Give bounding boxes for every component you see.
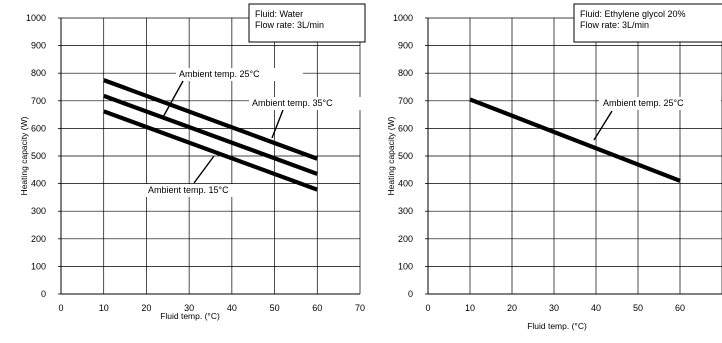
chart-2: 0 100 200 300 400 500 600 700 800 900 1000 0 10 20 30 4… [386,3,722,331]
y-tick-label: 0 [41,289,46,299]
x-tick-label: 50 [633,303,643,313]
x-tick-labels: 0 10 20 30 40 50 60 [425,303,685,313]
y-tick-label: 100 [31,261,46,271]
y-tick-labels: 0 100 200 300 400 500 600 700 800 900 1000 [393,13,428,299]
y-axis-label: Heating capacity (W) [19,116,29,195]
x-tick-label: 60 [312,303,322,313]
y-tick-labels: 0 100 200 300 400 500 600 700 800 900 1000 [26,13,61,299]
x-tick-label: 60 [675,303,685,313]
y-tick-label: 200 [398,234,413,244]
y-tick-label: 700 [31,96,46,106]
callout-background [145,184,270,197]
series-label: Ambient temp. 25°C [179,69,260,79]
callout-background [249,97,372,110]
y-tick-label: 100 [398,261,413,271]
y-tick-label: 500 [31,151,46,161]
chart-1: 0 100 200 300 400 500 600 700 800 900 1000 0 10 20 30 4… [19,3,372,321]
x-tick-label: 0 [58,303,63,313]
y-tick-label: 900 [31,41,46,51]
x-tick-label: 30 [184,303,194,313]
info-box-line: Fluid: Ethylene glycol 20% [580,9,686,19]
info-box-line: Flow rate: 3L/min [580,20,649,30]
series-callouts: Ambient temp. 25°C [593,97,721,141]
series-lines [102,78,319,192]
series-line [102,93,319,176]
x-tick-label: 70 [355,303,365,313]
y-tick-label: 800 [31,68,46,78]
y-tick-label: 300 [398,206,413,216]
callout-background [599,97,721,110]
series-lines [469,97,681,183]
callout-leader [593,110,613,141]
series-label: Ambient temp. 25°C [603,98,684,108]
info-box: Fluid: Ethylene glycol 20%Flow rate: 3L/… [573,3,722,43]
x-tick-label: 10 [465,303,475,313]
y-tick-label: 700 [398,96,413,106]
callout-leader [193,155,215,184]
series-line [102,109,319,192]
x-tick-label: 20 [507,303,517,313]
info-box-line: Flow rate: 3L/min [255,20,324,30]
series-label: Ambient temp. 35°C [252,98,333,108]
series-line [469,97,681,183]
callout-leader [161,80,184,120]
y-tick-label: 400 [31,179,46,189]
series-callouts: Ambient temp. 25°C Ambient temp. 35°C Ambi… [145,68,372,197]
callout-background [176,68,303,81]
x-tick-label: 40 [591,303,601,313]
y-tick-label: 400 [398,179,413,189]
x-tick-label: 40 [227,303,237,313]
y-tick-label: 1000 [26,13,46,23]
y-tick-label: 600 [398,123,413,133]
y-tick-label: 1000 [393,13,413,23]
x-tick-label: 20 [141,303,151,313]
y-tick-label: 600 [31,123,46,133]
x-axis-label: Fluid temp. (°C) [160,311,220,321]
info-box-border [573,3,722,43]
series-line [102,78,319,161]
info-box-border [248,3,366,43]
x-tick-label: 10 [99,303,109,313]
x-tick-label: 50 [270,303,280,313]
x-tick-label: 0 [425,303,430,313]
x-tick-labels: 0 10 20 30 40 50 60 70 [58,303,365,313]
y-tick-label: 300 [31,206,46,216]
y-tick-label: 500 [398,151,413,161]
callout-leader [271,109,284,139]
x-axis-label: Fluid temp. (°C) [527,321,587,331]
gridlines [427,17,722,295]
y-axis-label: Heating capacity (W) [386,116,396,195]
y-tick-label: 900 [398,41,413,51]
y-tick-label: 200 [31,234,46,244]
info-box-line: Fluid: Water [255,9,303,19]
series-label: Ambient temp. 15°C [148,185,229,195]
x-tick-label: 30 [549,303,559,313]
y-tick-label: 0 [408,289,413,299]
y-tick-label: 800 [398,68,413,78]
